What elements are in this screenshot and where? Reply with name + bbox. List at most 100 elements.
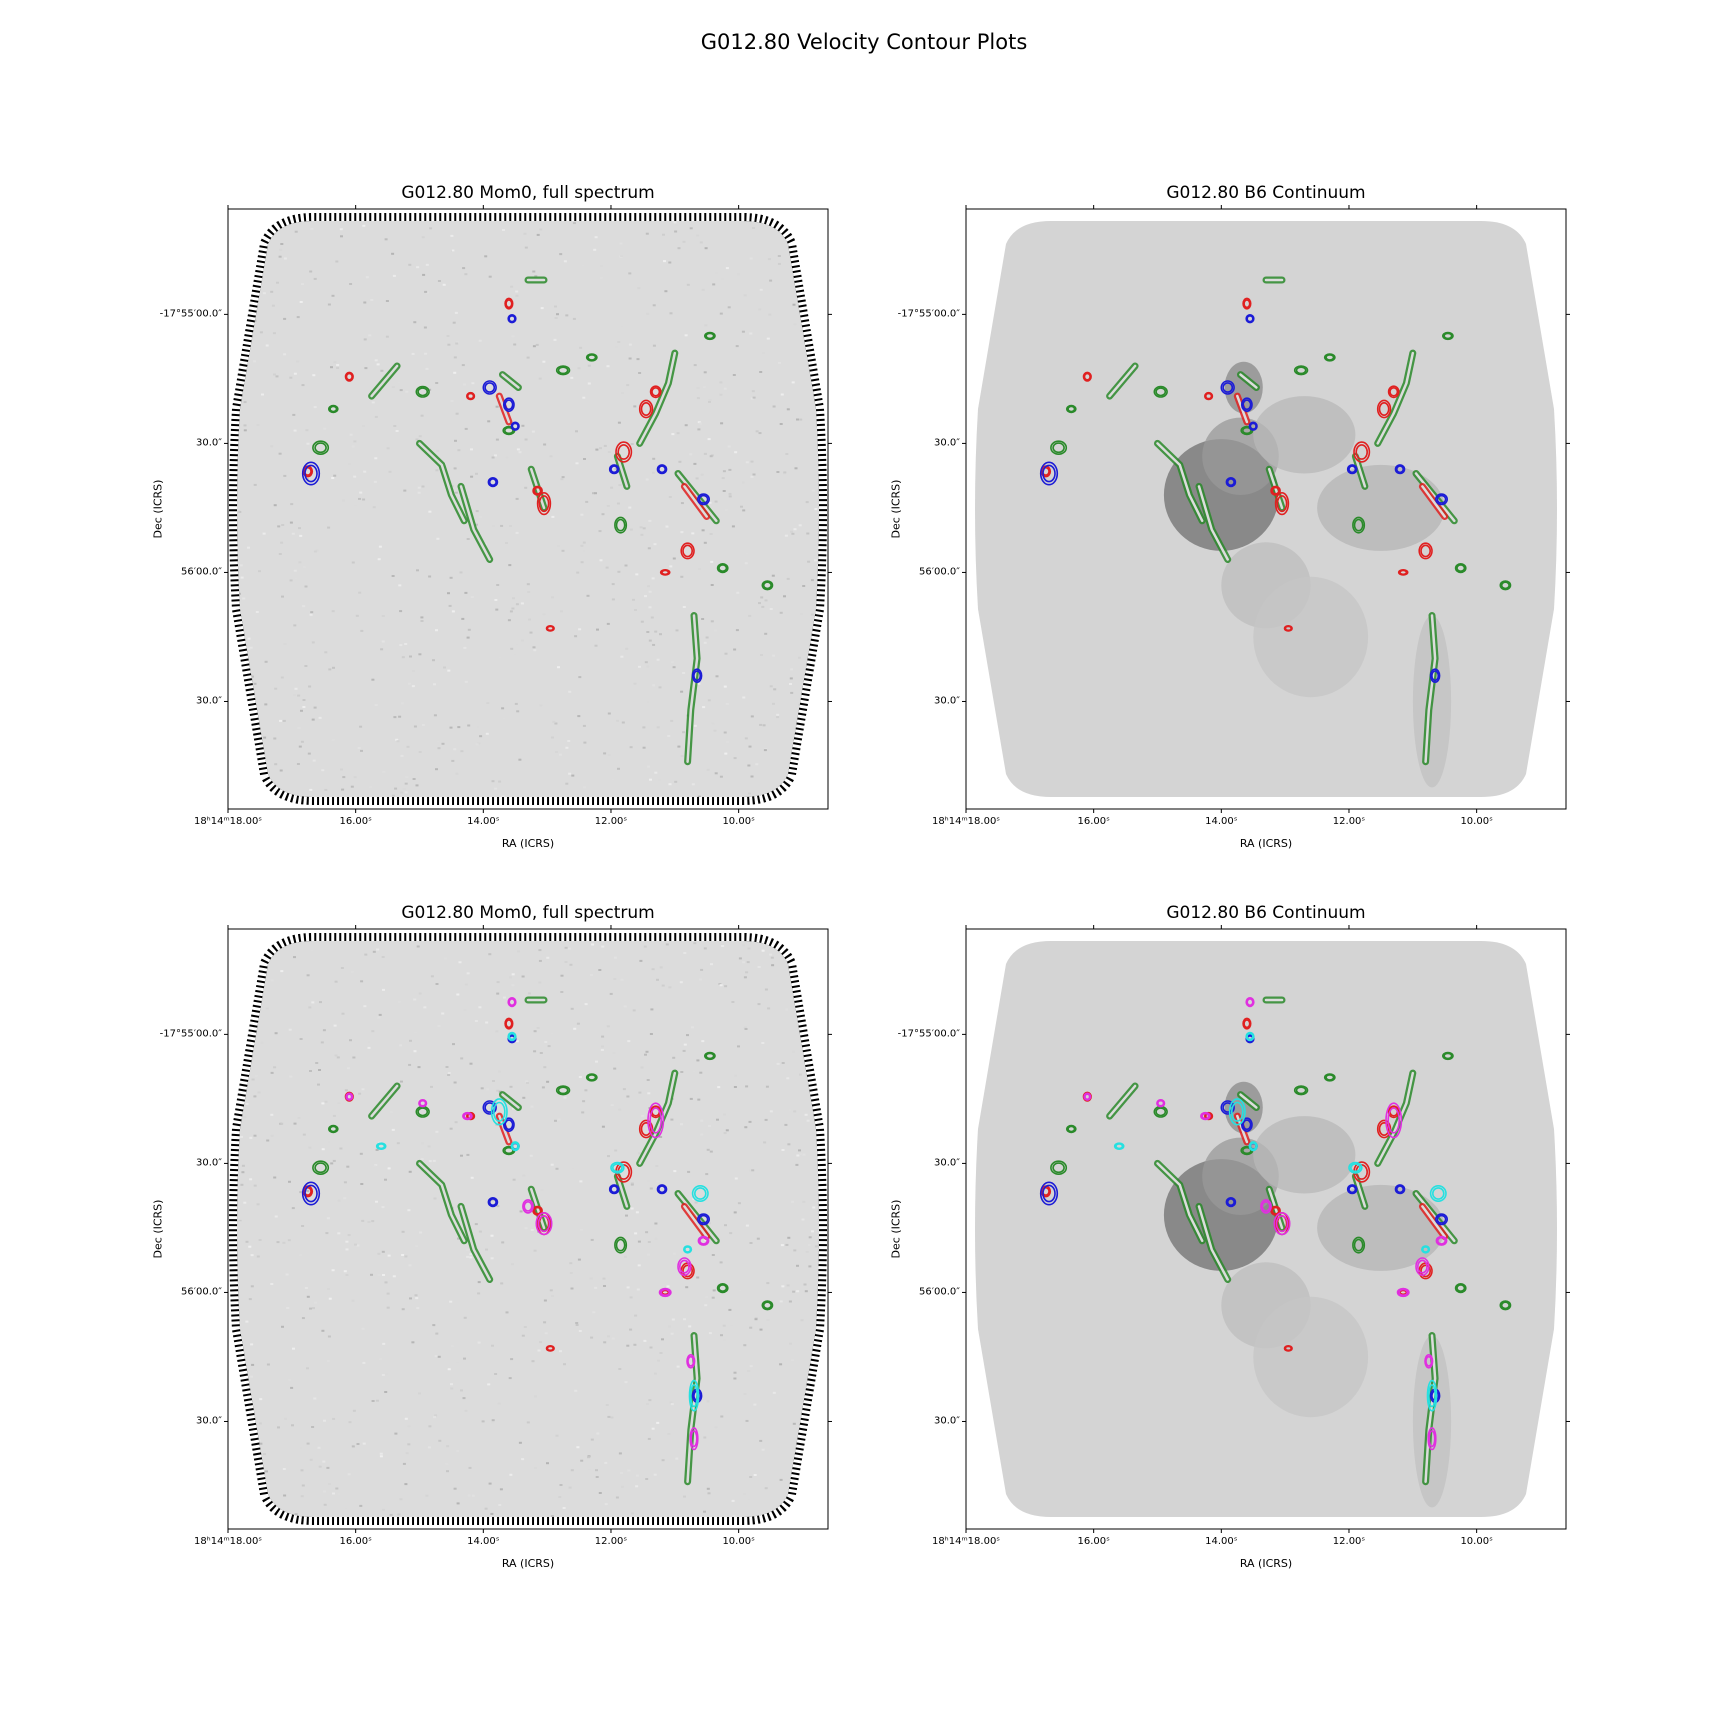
contour-blue bbox=[488, 478, 497, 486]
contour-magenta bbox=[1273, 1212, 1291, 1236]
contour-red bbox=[533, 1206, 542, 1215]
contour-magenta bbox=[677, 1257, 692, 1277]
contour-cyan bbox=[1422, 1246, 1430, 1253]
axes-frame bbox=[227, 208, 829, 810]
x-tick-label: 12.00ˢ bbox=[1332, 1536, 1366, 1547]
contour-green bbox=[1293, 365, 1309, 376]
contours-green bbox=[312, 276, 774, 766]
x-tick-label: 12.00ˢ bbox=[594, 1536, 628, 1547]
contour-cyan bbox=[1249, 1142, 1257, 1151]
contour-green bbox=[716, 563, 729, 574]
contour-cyan bbox=[507, 1031, 517, 1042]
panel-bottom-right: G012.80 B6 Continuum 18ʰ14ᵐ18.00ˢ 16.00ˢ 1… bbox=[890, 903, 1570, 1570]
x-tick-label: 10.00ˢ bbox=[722, 1536, 755, 1547]
x-tick-label: 10.00ˢ bbox=[722, 816, 755, 827]
contour-cyan bbox=[1426, 1379, 1438, 1412]
plot-area bbox=[224, 925, 832, 1533]
contour-red bbox=[1271, 486, 1280, 495]
x-axis-label: RA (ICRS) bbox=[1239, 1557, 1293, 1570]
contour-cyan bbox=[689, 1384, 698, 1408]
contour-blue bbox=[696, 1213, 710, 1226]
contour-blue bbox=[1246, 315, 1254, 323]
contour-red bbox=[1389, 387, 1399, 397]
contour-magenta bbox=[660, 1288, 671, 1297]
contour-green bbox=[1353, 1238, 1364, 1252]
contour-magenta bbox=[1415, 1257, 1430, 1277]
contour-blue bbox=[304, 464, 318, 483]
contour-magenta bbox=[649, 1107, 663, 1134]
mom0-background bbox=[229, 213, 827, 805]
contour-red bbox=[1376, 399, 1392, 419]
contour-magenta bbox=[1261, 1200, 1271, 1212]
contour-green bbox=[1499, 580, 1512, 591]
contour-blue bbox=[1225, 477, 1237, 488]
contour-red bbox=[345, 372, 353, 381]
contour-blue bbox=[1431, 670, 1440, 682]
contour-red bbox=[505, 299, 513, 309]
y-tick-label: 30.0″ bbox=[195, 1415, 222, 1427]
contour-cyan bbox=[1115, 1143, 1124, 1150]
contour-green bbox=[314, 1162, 327, 1174]
contour-blue bbox=[1436, 494, 1447, 504]
plot-area bbox=[224, 205, 832, 813]
y-tick-label: 30.0″ bbox=[933, 437, 960, 449]
contour-green bbox=[1456, 1284, 1466, 1292]
contour-green bbox=[703, 331, 716, 341]
contour-green bbox=[716, 1283, 729, 1294]
contour-green bbox=[1325, 354, 1335, 361]
contour-green bbox=[1295, 366, 1307, 375]
contour-blue bbox=[1039, 461, 1059, 486]
contour-blue bbox=[1248, 421, 1258, 431]
contour-red bbox=[649, 385, 662, 399]
contour-green bbox=[417, 387, 429, 397]
contour-magenta bbox=[1156, 1099, 1166, 1108]
y-tick-label: 30.0″ bbox=[195, 695, 222, 707]
contour-magenta bbox=[1427, 1427, 1437, 1451]
continuum-background bbox=[975, 941, 1557, 1517]
contour-blue bbox=[487, 477, 499, 488]
contour-blue bbox=[502, 397, 515, 412]
contour-magenta bbox=[1246, 998, 1254, 1006]
contour-green bbox=[761, 1300, 774, 1311]
contour-green bbox=[503, 426, 514, 435]
contour-green bbox=[1323, 1073, 1336, 1082]
x-tick-label: 10.00ˢ bbox=[1460, 1536, 1493, 1547]
contour-green bbox=[1456, 564, 1466, 572]
contour-red bbox=[505, 1019, 513, 1029]
contour-blue bbox=[1346, 1184, 1358, 1195]
contour-green bbox=[328, 404, 339, 414]
contour-blue bbox=[1434, 1213, 1448, 1226]
contour-cyan bbox=[1230, 1101, 1244, 1122]
contour-blue bbox=[656, 464, 668, 475]
contour-green bbox=[1454, 1283, 1467, 1294]
contours-cyan bbox=[375, 1031, 709, 1412]
contour-cyan bbox=[492, 1101, 506, 1122]
contour-cyan bbox=[377, 1143, 386, 1150]
x-axis-label: RA (ICRS) bbox=[501, 1557, 555, 1570]
contour-magenta bbox=[698, 1236, 708, 1245]
contour-cyan bbox=[684, 1246, 692, 1253]
contour-green bbox=[1155, 387, 1167, 397]
contour-blue bbox=[696, 493, 710, 506]
contour-green bbox=[1066, 404, 1077, 414]
contour-magenta bbox=[658, 1287, 672, 1298]
contour-green bbox=[1441, 1051, 1454, 1061]
contour-magenta bbox=[1428, 1430, 1436, 1448]
contour-green bbox=[614, 1236, 628, 1254]
contour-red bbox=[640, 1122, 652, 1137]
contour-green bbox=[329, 405, 338, 413]
contour-green bbox=[762, 581, 772, 590]
contour-green bbox=[1353, 518, 1364, 532]
y-tick-label: 56′00.0″ bbox=[919, 1286, 960, 1298]
contour-blue bbox=[1226, 478, 1235, 486]
x-tick-label: 12.00ˢ bbox=[594, 816, 628, 827]
x-tick-label: 18ʰ14ᵐ18.00ˢ bbox=[931, 1536, 1001, 1547]
x-tick-label: 14.00ˢ bbox=[1205, 1536, 1238, 1547]
contour-red bbox=[1243, 1019, 1251, 1029]
x-tick-label: 18ʰ14ᵐ18.00ˢ bbox=[193, 816, 263, 827]
x-tick-label: 16.00ˢ bbox=[339, 816, 372, 827]
contours-green bbox=[1050, 996, 1512, 1486]
contour-blue bbox=[482, 1100, 497, 1115]
axes-frame bbox=[965, 208, 1567, 810]
contour-blue bbox=[1242, 399, 1252, 411]
